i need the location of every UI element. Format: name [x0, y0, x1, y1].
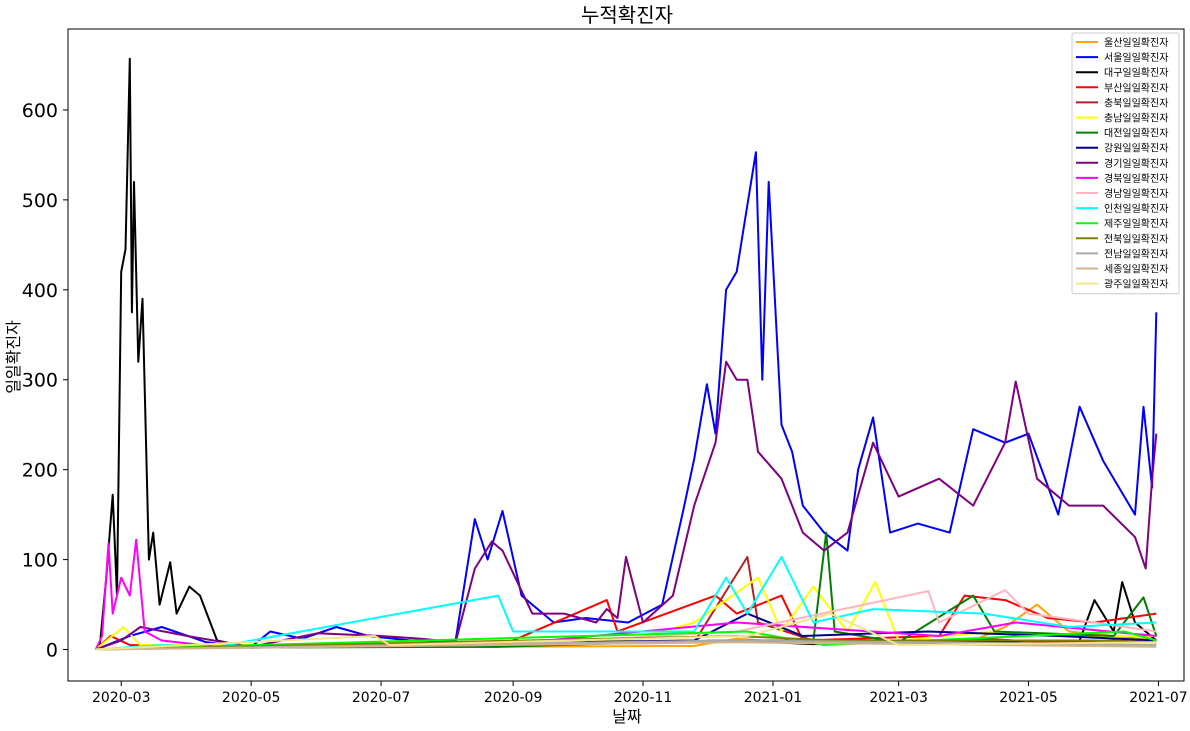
- chart-title: 누적확진자: [581, 3, 673, 27]
- series-line: [95, 630, 1157, 651]
- legend-label: 세종일일확진자: [1104, 264, 1168, 276]
- y-tick-label: 500: [22, 190, 58, 212]
- x-tick-label: 2020-07: [352, 690, 411, 706]
- legend-label: 인천일일확진자: [1104, 203, 1168, 215]
- legend-label: 전북일일확진자: [1104, 233, 1168, 245]
- legend-label: 경기일일확진자: [1104, 157, 1168, 170]
- legend-label: 대구일일확진자: [1104, 67, 1168, 79]
- legend-label: 제주일일확진자: [1104, 218, 1168, 230]
- legend-label: 경북일일확진자: [1104, 172, 1168, 185]
- x-tick-label: 2020-09: [484, 690, 543, 706]
- x-tick-label: 2021-07: [1129, 690, 1188, 706]
- y-tick-label: 400: [22, 280, 58, 302]
- x-tick-label: 2020-05: [222, 690, 281, 706]
- legend: 울산일일확진자서울일일확진자대구일일확진자부산일일확진자충북일일확진자충남일일확…: [1071, 32, 1180, 295]
- legend-label: 대전일일확진자: [1104, 128, 1168, 140]
- plot-frame: [67, 28, 1185, 682]
- y-tick-label: 600: [22, 100, 58, 122]
- series-line: [95, 555, 1157, 651]
- legend-label: 부산일일확진자: [1104, 82, 1168, 94]
- series-group: [94, 57, 1158, 651]
- legend-label: 강원일일확진자: [1104, 143, 1168, 155]
- legend-label: 충북일일확진자: [1104, 97, 1168, 109]
- series-line: [95, 612, 1157, 651]
- x-tick-label: 2020-11: [614, 690, 673, 706]
- y-tick-label: 300: [22, 370, 58, 392]
- y-tick-label: 100: [22, 550, 58, 572]
- series-line: [95, 360, 1158, 651]
- series-line: [95, 531, 1158, 651]
- legend-label: 전남일일확진자: [1104, 248, 1168, 260]
- series-line: [95, 151, 1158, 651]
- x-axis: 2020-03 2020-05 2020-07 2020-09 2020-11 2021-…: [92, 681, 1188, 706]
- x-tick-label: 2020-03: [92, 690, 151, 706]
- x-tick-label: 2021-05: [999, 690, 1058, 706]
- series-line: [95, 641, 1157, 651]
- legend-box: [1071, 32, 1180, 295]
- x-axis-label: 날짜: [612, 707, 642, 726]
- legend-label: 광주일일확진자: [1104, 279, 1168, 291]
- legend-label: 충남일일확진자: [1104, 113, 1168, 125]
- y-tick-label: 0: [46, 640, 58, 662]
- y-axis-label: 일일확진자: [4, 320, 23, 394]
- y-axis: 0 100 200 300 400 500 600: [22, 100, 68, 662]
- x-tick-label: 2021-01: [744, 690, 803, 706]
- legend-label: 서울일일확진자: [1104, 52, 1168, 64]
- legend-label: 울산일일확진자: [1104, 37, 1168, 49]
- x-tick-label: 2021-03: [869, 690, 928, 706]
- legend-label: 경남일일확진자: [1104, 187, 1168, 200]
- y-tick-label: 200: [22, 460, 58, 482]
